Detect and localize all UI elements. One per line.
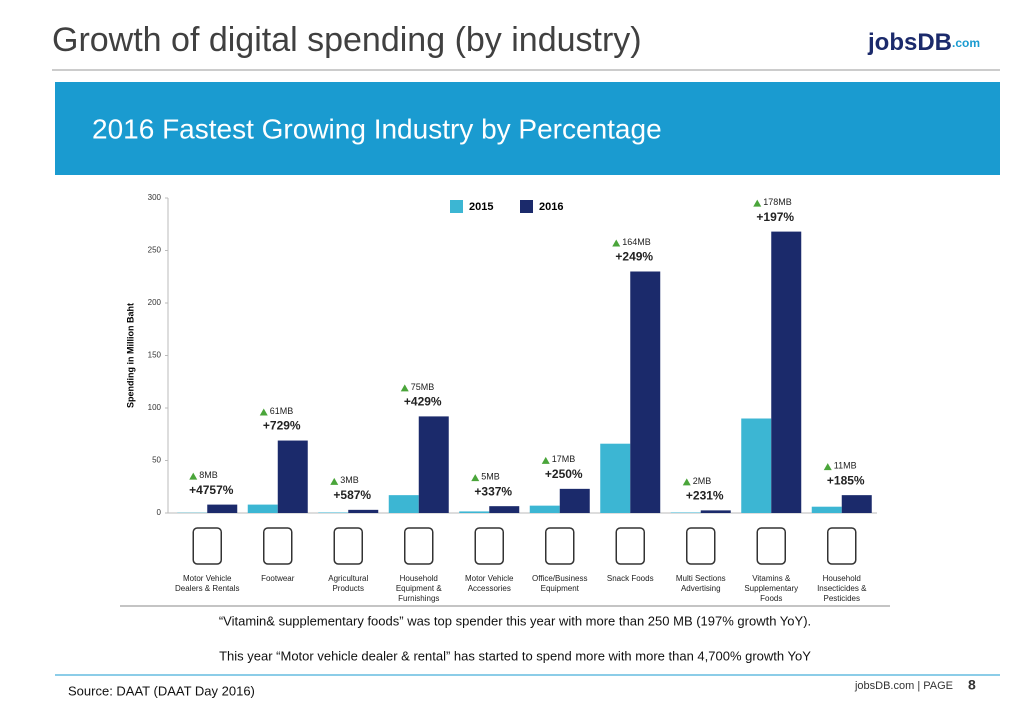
annotation-amount: 3MB: [340, 475, 359, 485]
x-tick-label: Household Insecticides & Pesticides: [817, 574, 867, 603]
bar: [841, 495, 872, 513]
bar: [670, 512, 701, 513]
up-triangle: [400, 384, 409, 392]
category-icon: [474, 527, 504, 565]
footer-text: jobsDB.com | PAGE: [854, 680, 953, 692]
up-triangle: [823, 463, 832, 471]
category-icon: [827, 527, 857, 565]
x-tick-label: Footwear: [261, 574, 295, 583]
note: This year “Motor vehicle dealer & rental…: [219, 648, 811, 663]
annotation-growth: +429%: [404, 395, 442, 409]
y-tick-label: 0: [157, 508, 162, 517]
bar: [559, 488, 590, 513]
y-tick-label: 100: [148, 403, 162, 412]
bar: [811, 506, 842, 513]
annotation-growth: +337%: [474, 484, 512, 498]
annotation-amount: 11MB: [834, 461, 857, 471]
annotation-growth: +729%: [263, 419, 301, 433]
x-tick-label: Office/Business Equipment: [532, 574, 588, 593]
category-icon: [192, 527, 222, 565]
x-tick-label: Motor Vehicle Dealers & Rentals: [175, 574, 240, 593]
x-tick-label: Motor Vehicle Accessories: [465, 574, 514, 593]
bar: [418, 416, 449, 513]
bar: [529, 505, 560, 513]
note: “Vitamin& supplementary foods” was top s…: [219, 613, 811, 628]
annotation-growth: +185%: [827, 473, 865, 487]
bar: [771, 231, 802, 513]
annotation-growth: +4757%: [189, 483, 234, 497]
x-tick-label: Agricultural Products: [328, 574, 369, 593]
up-triangle: [471, 474, 480, 482]
category-icon: [545, 527, 575, 565]
y-tick-label: 200: [148, 298, 162, 307]
category-icon: [756, 527, 786, 565]
category-icon: [333, 527, 363, 565]
annotation-growth: +231%: [686, 489, 724, 503]
bar: [600, 443, 631, 513]
slide-title: Growth of digital spending (by industry): [52, 21, 642, 59]
x-tick-label: Multi Sections Advertising: [675, 574, 726, 593]
up-triangle: [753, 199, 762, 207]
annotation-growth: +197%: [756, 210, 794, 224]
annotation-amount: 8MB: [199, 470, 218, 480]
x-tick-label: Snack Foods: [606, 574, 654, 583]
bar: [348, 509, 379, 513]
bar: [318, 512, 349, 513]
up-triangle: [541, 456, 550, 464]
y-tick-label: 250: [148, 246, 162, 255]
annotation-amount: 164MB: [622, 237, 651, 247]
bar: [630, 271, 661, 513]
y-axis-label: Spending in Million Baht: [125, 303, 135, 408]
annotation-growth: +250%: [545, 467, 583, 481]
legend-swatch: [450, 200, 463, 213]
bar: [388, 495, 419, 513]
up-triangle: [330, 477, 339, 485]
logo-suffix: .com: [952, 36, 980, 50]
page-number: 8: [968, 677, 976, 693]
legend-swatch: [520, 200, 533, 213]
annotation-amount: 178MB: [763, 197, 792, 207]
bar: [459, 511, 490, 513]
up-triangle: [189, 472, 198, 480]
bar: [489, 506, 520, 513]
y-tick-label: 50: [152, 456, 161, 465]
annotation-growth: +587%: [333, 488, 371, 502]
bar: [277, 440, 308, 513]
up-triangle: [682, 478, 691, 486]
y-tick-label: 150: [148, 351, 162, 360]
annotation-amount: 5MB: [481, 472, 500, 482]
banner: [55, 82, 1000, 175]
bar: [207, 504, 238, 513]
category-icon: [615, 527, 645, 565]
category-icon: [404, 527, 434, 565]
x-tick-label: Household Equipment & Furnishings: [395, 574, 442, 603]
bar: [741, 418, 772, 513]
up-triangle: [259, 408, 268, 416]
x-tick-label: Vitamins & Supplementary Foods: [744, 574, 799, 603]
category-icon: [263, 527, 293, 565]
category-icon: [686, 527, 716, 565]
y-tick-label: 300: [148, 193, 162, 202]
up-triangle: [612, 239, 621, 247]
legend-label: 2016: [539, 201, 563, 213]
annotation-amount: 17MB: [552, 454, 576, 464]
annotation-amount: 75MB: [411, 382, 435, 392]
source: Source: DAAT (DAAT Day 2016): [68, 683, 255, 698]
legend-label: 2015: [469, 201, 493, 213]
logo: jobsDB.com: [867, 29, 980, 56]
annotation-amount: 61MB: [270, 406, 294, 416]
annotation-growth: +249%: [615, 250, 653, 264]
bar: [700, 510, 731, 513]
annotation-amount: 2MB: [693, 476, 712, 486]
bar: [247, 504, 278, 513]
logo-name: jobsDB: [867, 29, 952, 56]
banner-text: 2016 Fastest Growing Industry by Percent…: [92, 113, 662, 144]
